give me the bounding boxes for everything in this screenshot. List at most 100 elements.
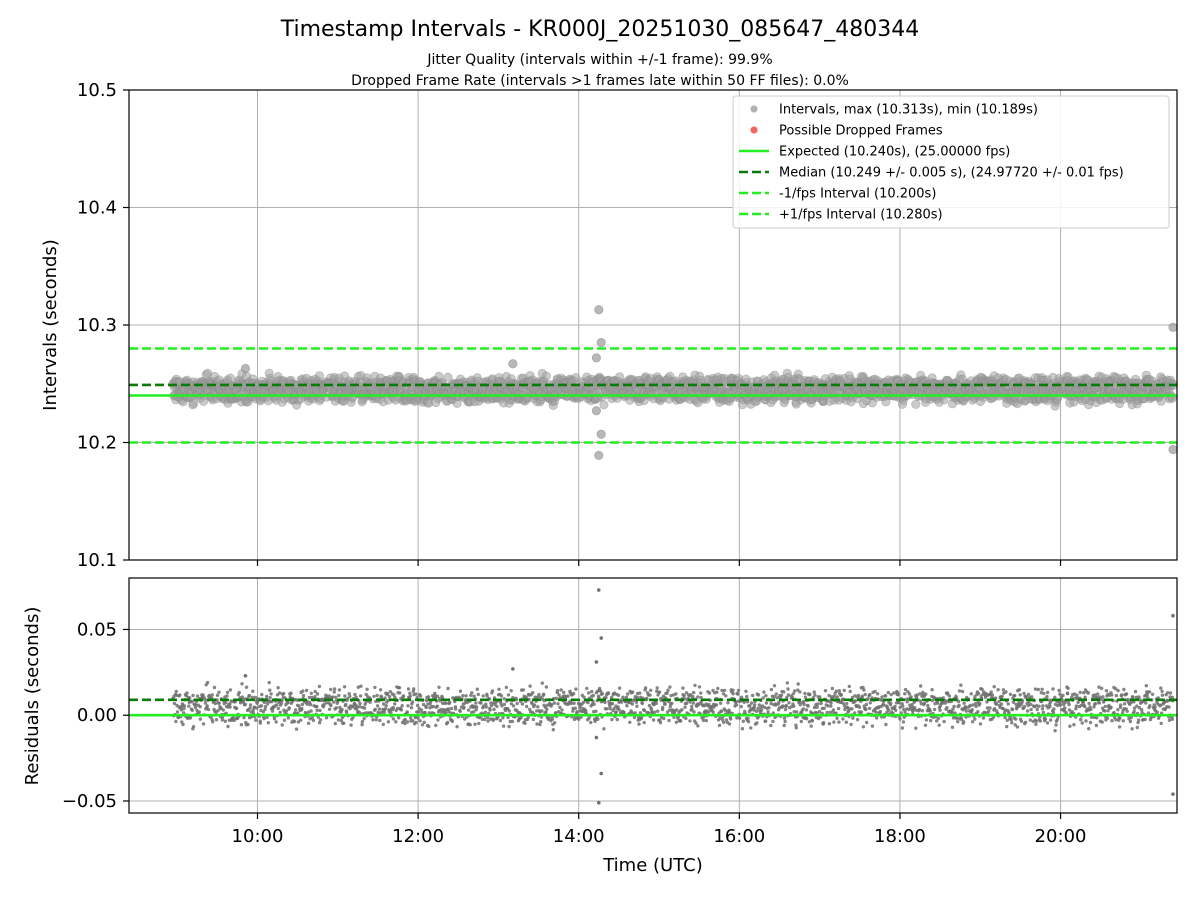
residual-point [857, 705, 862, 709]
residual-point [552, 701, 556, 705]
residual-point [1079, 717, 1083, 722]
residual-point [628, 720, 632, 724]
residual-point [1013, 693, 1017, 698]
residual-point [198, 705, 202, 709]
residual-point [424, 698, 429, 703]
residual-point [1045, 690, 1050, 695]
residual-point [744, 689, 748, 693]
residual-point [226, 724, 230, 729]
residual-point [462, 705, 466, 710]
residual-point [275, 703, 279, 707]
residual-point [348, 694, 352, 699]
residual-point [434, 723, 438, 728]
residual-point [630, 702, 635, 706]
residual-point [848, 689, 852, 694]
residual-point [294, 708, 298, 712]
residual-point [631, 690, 635, 694]
interval-points [168, 305, 1177, 461]
residual-point [932, 707, 937, 712]
residual-point [715, 690, 719, 694]
residual-point [488, 708, 492, 712]
residual-point [819, 701, 823, 706]
residual-point [498, 718, 502, 723]
residual-point [793, 689, 797, 693]
residual-point [1132, 709, 1136, 714]
residual-point [378, 688, 383, 692]
residual-point [221, 708, 225, 712]
residual-point [406, 704, 410, 708]
residual-point [1005, 724, 1009, 729]
residual-point [608, 707, 612, 711]
residual-point [483, 710, 487, 714]
residual-point [638, 691, 642, 695]
residual-point [829, 704, 833, 708]
residual-point [812, 690, 816, 694]
residual-point [661, 705, 665, 710]
residual-point [813, 693, 817, 697]
residual-point [596, 717, 600, 721]
residual-point [286, 701, 290, 705]
residual-point [675, 708, 679, 712]
intervals-y-tick-label: 10.5 [77, 80, 117, 101]
residual-point [606, 691, 611, 695]
residual-point [749, 726, 753, 730]
residual-point [539, 720, 543, 724]
residual-point [297, 704, 301, 708]
residual-point [1078, 690, 1082, 695]
residual-point [247, 693, 251, 698]
residual-point [602, 727, 606, 731]
residual-point [1089, 707, 1093, 711]
residual-point [260, 692, 264, 697]
residual-point [327, 707, 332, 711]
residual-point [358, 701, 362, 706]
residual-point [515, 701, 519, 706]
residual-point [716, 686, 720, 691]
residual-point [707, 691, 712, 695]
interval-point [443, 372, 453, 382]
residual-point [511, 704, 516, 708]
residual-point [738, 716, 742, 720]
residual-point [616, 693, 621, 697]
residual-point [649, 688, 653, 692]
residual-point [756, 693, 761, 697]
interval-point [225, 373, 235, 383]
residual-point [195, 694, 200, 698]
interval-outlier-point [596, 429, 606, 439]
residual-point [268, 688, 272, 692]
chart-title: Timestamp Intervals - KR000J_20251030_08… [280, 17, 920, 42]
residual-point [1124, 692, 1129, 696]
residual-point [486, 719, 490, 723]
residual-point [397, 686, 402, 690]
residual-point [373, 685, 377, 690]
residual-point [1094, 723, 1099, 728]
interval-outlier-point [596, 338, 606, 348]
residual-point [655, 686, 659, 690]
residual-point [1048, 704, 1052, 709]
residual-point [924, 718, 929, 722]
residual-point [329, 703, 333, 708]
residual-point [1028, 718, 1033, 722]
residual-point [542, 692, 546, 696]
residual-point [1118, 716, 1122, 720]
residual-point [502, 697, 506, 701]
residual-point [557, 693, 561, 697]
residual-point [634, 700, 639, 704]
residual-point [272, 717, 277, 721]
residual-point [262, 716, 266, 721]
residual-point [973, 717, 977, 721]
residual-point [782, 723, 786, 728]
residual-point [697, 685, 702, 689]
residual-point [206, 707, 211, 712]
residual-point [1040, 707, 1045, 711]
residual-point [1006, 702, 1010, 706]
residual-point [1130, 727, 1134, 731]
residual-point [920, 709, 925, 713]
residual-point [942, 719, 946, 724]
residual-point [929, 718, 933, 723]
residual-point [397, 716, 401, 720]
residual-point [248, 703, 253, 707]
residual-point [866, 697, 870, 701]
residual-point [294, 727, 299, 731]
residual-point [1061, 693, 1065, 698]
residual-point [746, 720, 751, 724]
